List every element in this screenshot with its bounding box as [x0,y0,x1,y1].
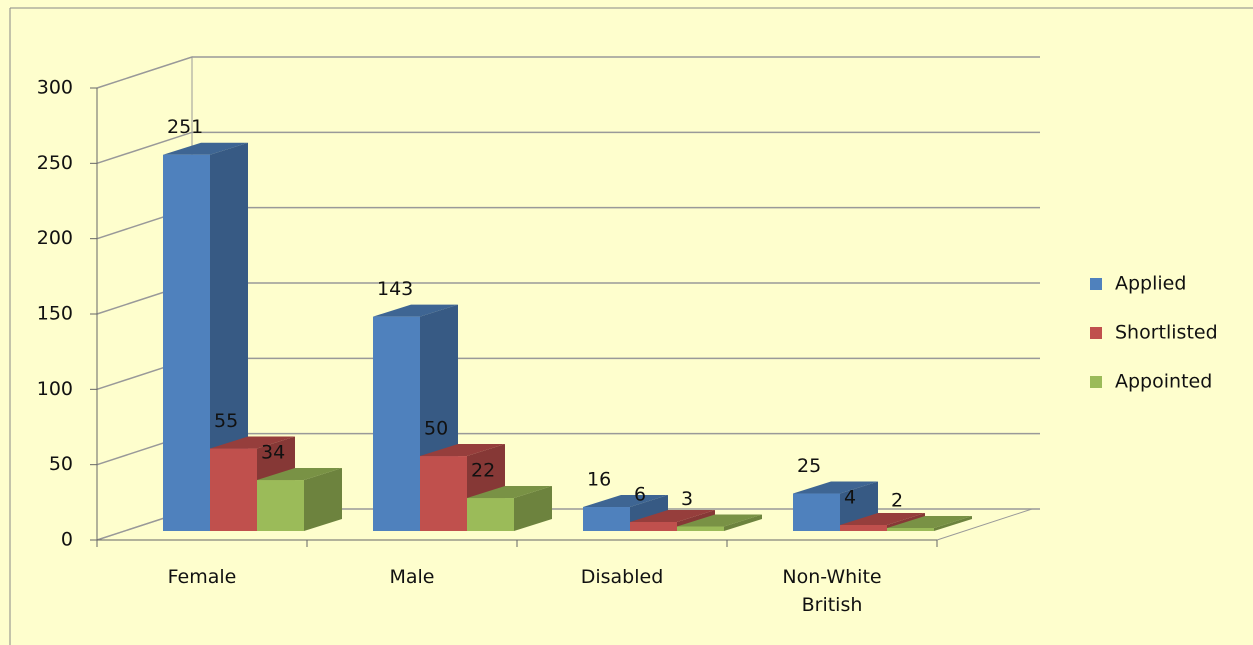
legend-swatch [1090,278,1102,290]
bar-top [373,304,458,317]
bar [373,316,420,531]
value-label: 251 [167,116,203,138]
value-label: 4 [844,487,856,509]
legend-label: Applied [1115,273,1186,295]
value-label: 16 [587,469,611,491]
bar-top [583,495,668,508]
bar-top [210,436,295,449]
bar-top [887,516,972,529]
bar-top [163,142,248,155]
value-label: 55 [214,410,238,432]
y-tick-label: 0 [61,529,73,551]
y-tick-label: 250 [37,152,73,174]
bar-top [420,444,505,457]
value-label: 143 [377,278,413,300]
value-label: 3 [681,488,693,510]
y-tick-label: 200 [37,227,73,249]
x-tick-label: Disabled [580,566,664,588]
value-label: 25 [797,455,821,477]
bar [887,528,934,531]
bar-side [304,468,342,531]
bar [630,522,677,531]
x-tick-label: Non-White British [782,566,882,616]
bar [163,154,210,531]
legend-label: Appointed [1115,371,1212,393]
bar-top [793,481,878,494]
x-tick-label: Male [389,566,435,588]
x-tick-label: Female [167,566,237,588]
bar [840,525,887,531]
y-tick-label: 50 [49,453,73,475]
bar-top [257,468,342,481]
y-tick-label: 150 [37,303,73,325]
bar-top [467,486,552,499]
bar [793,493,840,531]
bar-side [934,516,972,531]
y-tick-label: 100 [37,378,73,400]
bar [420,456,467,531]
bar [210,448,257,531]
bar-top [630,510,715,523]
legend-swatch [1090,327,1102,339]
bar-side [514,486,552,531]
bar-top [840,513,925,526]
value-label: 50 [424,418,448,440]
value-label: 2 [891,490,903,512]
bar [467,498,514,531]
legend-label: Shortlisted [1115,322,1218,344]
bar [583,507,630,531]
grid-line [96,56,1040,89]
grid-line [96,131,1040,165]
bar-top [677,514,762,527]
y-tick-label: 300 [37,77,73,99]
value-label: 6 [634,484,646,506]
bar-side [210,142,248,531]
bar [677,526,724,531]
bar [257,480,304,531]
value-label: 34 [261,442,285,464]
bar-side [724,514,762,531]
legend-swatch [1090,376,1102,388]
value-label: 22 [471,460,495,482]
